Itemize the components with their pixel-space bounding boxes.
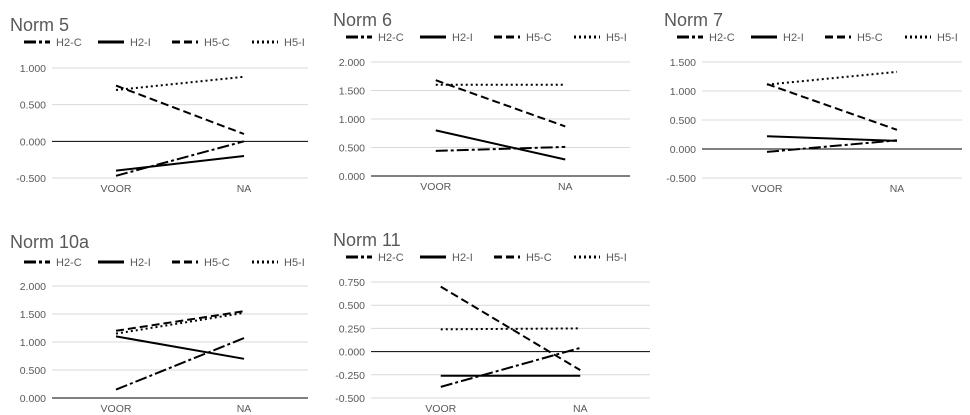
y-tick-label: 0.000 — [670, 144, 696, 156]
legend-label: H5-I — [606, 252, 627, 264]
series-line-h2-c — [440, 346, 581, 388]
legend-label: H5-I — [284, 37, 305, 49]
chart-title: Norm 11 — [333, 230, 401, 250]
y-tick-label: 1.000 — [670, 86, 696, 98]
y-tick-label: 1.000 — [20, 63, 46, 75]
series-line-h5-c — [766, 83, 898, 131]
y-tick-label: 0.500 — [20, 365, 46, 377]
series-line-h5-i — [115, 75, 245, 91]
x-tick-label: VOOR — [752, 183, 783, 195]
legend-label: H2-I — [130, 257, 151, 269]
chart-panel-3: Norm 10a H2-C H2-I H5-C H5-I 2.000 1.500 1.000 0… — [10, 232, 308, 415]
chart-panel-2: Norm 7 H2-C H2-I H5-C H5-I 1.500 1.000 0.500 0.0… — [664, 10, 962, 195]
series-line-h5-c — [440, 285, 581, 372]
legend-label: H2-C — [709, 32, 735, 44]
chart-title: Norm 5 — [10, 15, 69, 35]
legend-label: H5-C — [204, 257, 230, 269]
legend-label: H2-C — [56, 257, 82, 269]
x-tick-label: NA — [890, 183, 905, 195]
series-line-h2-i — [115, 155, 245, 172]
series-line-h2-c — [435, 145, 566, 152]
y-tick-label: -0.500 — [666, 173, 696, 185]
x-tick-label: NA — [573, 403, 588, 415]
series-line-h2-i — [115, 335, 245, 360]
series-line-h5-i — [440, 327, 581, 331]
legend-label: H2-C — [378, 32, 404, 44]
y-tick-label: 0.000 — [339, 347, 365, 359]
legend-label: H5-C — [526, 32, 552, 44]
series-line-h2-c — [766, 139, 898, 153]
y-tick-label: -0.250 — [335, 370, 365, 382]
y-tick-label: -0.500 — [335, 393, 365, 405]
legend-label: H2-I — [452, 32, 473, 44]
legend-label: H5-I — [606, 32, 627, 44]
legend-label: H5-C — [526, 252, 552, 264]
series-line-h5-i — [115, 311, 245, 335]
series-line-h2-i — [766, 135, 898, 142]
series-line-h2-c — [115, 140, 245, 177]
series-line-h2-i — [435, 129, 566, 161]
y-tick-label: 0.500 — [670, 115, 696, 127]
x-tick-label: VOOR — [425, 403, 456, 415]
y-tick-label: 0.000 — [20, 393, 46, 405]
x-tick-label: VOOR — [420, 181, 451, 193]
y-tick-label: 1.500 — [670, 57, 696, 69]
series-line-h5-c — [115, 310, 245, 332]
x-tick-label: NA — [237, 183, 252, 195]
y-tick-label: 0.250 — [339, 323, 365, 335]
x-tick-label: VOOR — [101, 403, 132, 415]
legend-label: H5-C — [857, 32, 883, 44]
legend-label: H2-C — [378, 252, 404, 264]
y-tick-label: 0.500 — [20, 100, 46, 112]
y-tick-label: 1.000 — [20, 337, 46, 349]
chart-panel-0: Norm 5 H2-C H2-I H5-C H5-I 1.000 0.500 0.000 -0.… — [10, 15, 308, 195]
x-tick-label: VOOR — [101, 183, 132, 195]
y-tick-label: 2.000 — [339, 57, 365, 69]
chart-title: Norm 6 — [333, 10, 392, 30]
legend-label: H2-I — [452, 252, 473, 264]
series-line-h5-c — [115, 84, 245, 135]
y-tick-label: 0.500 — [339, 300, 365, 312]
y-tick-label: 0.000 — [339, 171, 365, 183]
y-tick-label: 0.000 — [20, 136, 46, 148]
x-tick-label: NA — [558, 181, 573, 193]
legend-label: H5-I — [284, 257, 305, 269]
legend-label: H5-C — [204, 37, 230, 49]
series-line-h5-i — [766, 70, 898, 86]
y-tick-label: -0.500 — [16, 173, 46, 185]
chart-panel-1: Norm 6 H2-C H2-I H5-C H5-I 2.000 1.500 1.000 0.5… — [333, 10, 630, 193]
series-line-h5-c — [435, 79, 566, 128]
y-tick-label: 1.500 — [339, 86, 365, 98]
y-tick-label: 0.750 — [339, 277, 365, 289]
legend-label: H2-C — [56, 37, 82, 49]
legend-label: H2-I — [783, 32, 804, 44]
y-tick-label: 0.500 — [339, 143, 365, 155]
chart-title: Norm 10a — [10, 232, 90, 252]
legend-label: H2-I — [130, 37, 151, 49]
x-tick-label: NA — [237, 403, 252, 415]
chart-panel-4: Norm 11 H2-C H2-I H5-C H5-I 0.750 0.500 0.250 0.… — [333, 230, 650, 415]
chart-title: Norm 7 — [664, 10, 723, 30]
y-tick-label: 1.000 — [339, 114, 365, 126]
legend-label: H5-I — [937, 32, 958, 44]
y-tick-label: 2.000 — [20, 281, 46, 293]
y-tick-label: 1.500 — [20, 309, 46, 321]
series-line-h2-c — [115, 337, 245, 391]
